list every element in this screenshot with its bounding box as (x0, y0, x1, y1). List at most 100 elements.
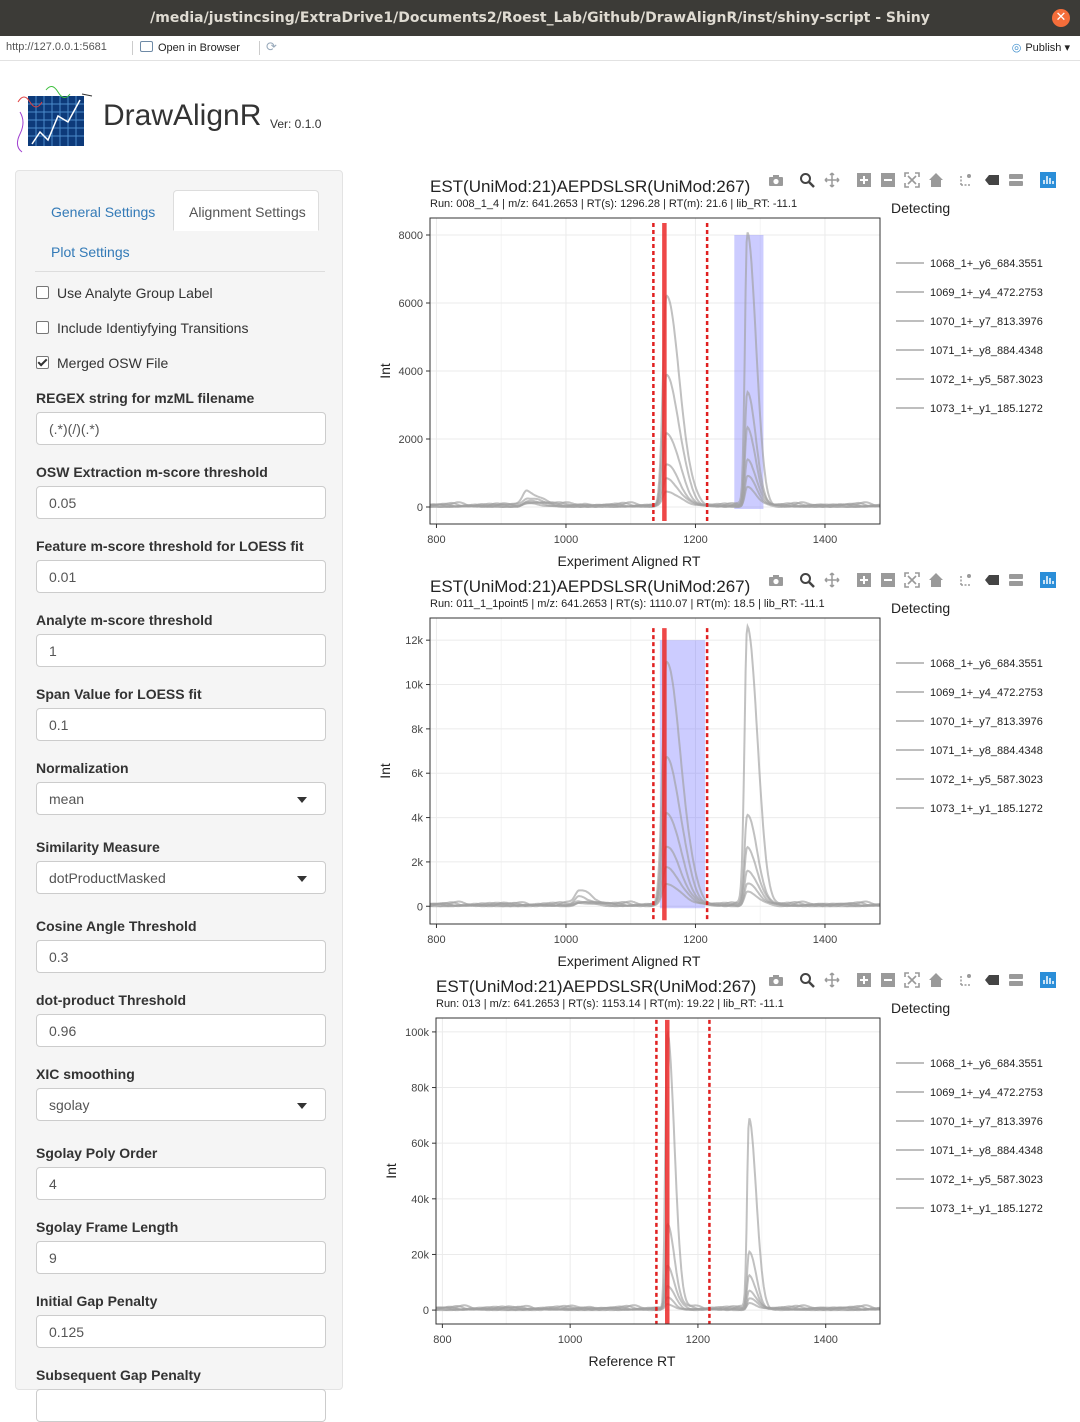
refresh-icon[interactable]: ⟳ (266, 39, 277, 54)
tab-general-settings[interactable]: General Settings (51, 204, 156, 220)
autoscale-icon[interactable] (904, 972, 920, 988)
zoom-in-icon[interactable] (856, 172, 872, 188)
legend-swatch (896, 378, 924, 380)
hover-compare-icon[interactable] (1008, 172, 1024, 188)
zoom-icon[interactable] (799, 572, 815, 588)
checkbox-option[interactable]: Merged OSW File (36, 355, 168, 371)
x-tick-label: 1200 (683, 934, 707, 946)
legend-item[interactable]: 1070_1+_y7_813.3976 (896, 316, 1043, 328)
text-input[interactable] (36, 1389, 326, 1422)
y-tick-label: 20k (411, 1249, 429, 1261)
checkbox-box[interactable] (36, 321, 49, 334)
text-input[interactable]: (.*)(/)(.*) (36, 412, 326, 445)
zoom-icon[interactable] (799, 172, 815, 188)
plot-area[interactable]: 800 1000 1200 1400 0 2000 4000 6000 8000 Experime… (378, 170, 890, 570)
camera-icon[interactable] (768, 972, 784, 988)
field-value: dotProductMasked (49, 870, 166, 886)
text-input[interactable]: 0.05 (36, 486, 326, 519)
reset-axes-icon[interactable] (928, 172, 944, 188)
field-label: Similarity Measure (36, 839, 160, 855)
legend-label: 1072_1+_y5_587.3023 (930, 374, 1043, 386)
legend-swatch (896, 778, 924, 780)
chromatogram-chart[interactable]: EST(UniMod:21)AEPDSLSR(UniMod:267) Run: 0… (378, 970, 1078, 1370)
zoom-icon[interactable] (799, 972, 815, 988)
select-field[interactable]: mean (36, 782, 326, 815)
legend-item[interactable]: 1069_1+_y4_472.2753 (896, 287, 1043, 299)
legend-item[interactable]: 1072_1+_y5_587.3023 (896, 1174, 1043, 1186)
text-input[interactable]: 0.125 (36, 1315, 326, 1348)
hover-compare-icon[interactable] (1008, 572, 1024, 588)
checkbox-option[interactable]: Include Identiyfying Transitions (36, 320, 248, 336)
chromatogram-chart[interactable]: EST(UniMod:21)AEPDSLSR(UniMod:267) Run: 0… (378, 570, 1078, 970)
hover-compare-icon[interactable] (1008, 972, 1024, 988)
zoom-out-icon[interactable] (880, 172, 896, 188)
pan-icon[interactable] (824, 572, 840, 588)
zoom-in-icon[interactable] (856, 972, 872, 988)
checkbox-box[interactable] (36, 356, 49, 369)
checkbox-option[interactable]: Use Analyte Group Label (36, 285, 213, 301)
hover-closest-icon[interactable] (984, 972, 1000, 988)
legend-item[interactable]: 1068_1+_y6_684.3551 (896, 658, 1043, 670)
autoscale-icon[interactable] (904, 172, 920, 188)
tab-alignment-settings[interactable]: Alignment Settings (173, 190, 319, 231)
legend-item[interactable]: 1073_1+_y1_185.1272 (896, 803, 1043, 815)
hover-closest-icon[interactable] (984, 172, 1000, 188)
open-in-browser-button[interactable]: Open in Browser (140, 41, 240, 54)
publish-button[interactable]: ◎ Publish ▾ (1011, 42, 1070, 54)
zoom-out-icon[interactable] (880, 972, 896, 988)
legend-item[interactable]: 1068_1+_y6_684.3551 (896, 258, 1043, 270)
close-icon[interactable]: ✕ (1052, 9, 1070, 27)
dropdown-caret-icon (297, 876, 307, 882)
hover-closest-icon[interactable] (984, 572, 1000, 588)
legend-item[interactable]: 1070_1+_y7_813.3976 (896, 1116, 1043, 1128)
xic-trace[interactable] (429, 485, 880, 508)
legend-item[interactable]: 1068_1+_y6_684.3551 (896, 1058, 1043, 1070)
legend-label: 1068_1+_y6_684.3551 (930, 1058, 1043, 1070)
text-input[interactable]: 0.1 (36, 708, 326, 741)
text-input[interactable]: 1 (36, 634, 326, 667)
pan-icon[interactable] (824, 972, 840, 988)
select-field[interactable]: dotProductMasked (36, 861, 326, 894)
plot-area[interactable]: 800 1000 1200 1400 0 20k 40k 60k 80k 100k Referenc… (378, 970, 890, 1370)
camera-icon[interactable] (768, 572, 784, 588)
legend-item[interactable]: 1071_1+_y8_884.4348 (896, 1145, 1043, 1157)
text-input[interactable]: 4 (36, 1167, 326, 1200)
legend-item[interactable]: 1073_1+_y1_185.1272 (896, 1203, 1043, 1215)
xic-trace[interactable] (435, 1301, 880, 1312)
text-input[interactable]: 0.01 (36, 560, 326, 593)
legend-item[interactable]: 1071_1+_y8_884.4348 (896, 345, 1043, 357)
plotly-logo-icon[interactable] (1040, 172, 1056, 188)
legend-item[interactable]: 1069_1+_y4_472.2753 (896, 687, 1043, 699)
chromatogram-chart[interactable]: EST(UniMod:21)AEPDSLSR(UniMod:267) Run: 0… (378, 170, 1078, 570)
tab-plot-settings[interactable]: Plot Settings (51, 244, 130, 260)
xic-trace[interactable] (429, 882, 880, 908)
checkbox-box[interactable] (36, 286, 49, 299)
legend-label: 1069_1+_y4_472.2753 (930, 287, 1043, 299)
spike-lines-icon[interactable] (958, 572, 974, 588)
legend-swatch (896, 720, 924, 722)
legend-item[interactable]: 1072_1+_y5_587.3023 (896, 374, 1043, 386)
text-input[interactable]: 9 (36, 1241, 326, 1274)
legend-item[interactable]: 1069_1+_y4_472.2753 (896, 1087, 1043, 1099)
plot-area[interactable]: 800 1000 1200 1400 0 2k 4k 6k 8k 10k 12k Experiment… (378, 570, 890, 970)
legend-item[interactable]: 1072_1+_y5_587.3023 (896, 774, 1043, 786)
legend-item[interactable]: 1071_1+_y8_884.4348 (896, 745, 1043, 757)
text-input[interactable]: 0.3 (36, 940, 326, 973)
legend-item[interactable]: 1073_1+_y1_185.1272 (896, 403, 1043, 415)
spike-lines-icon[interactable] (958, 172, 974, 188)
camera-icon[interactable] (768, 172, 784, 188)
spike-lines-icon[interactable] (958, 972, 974, 988)
reset-axes-icon[interactable] (928, 572, 944, 588)
autoscale-icon[interactable] (904, 572, 920, 588)
legend-swatch (896, 291, 924, 293)
plotly-logo-icon[interactable] (1040, 972, 1056, 988)
reset-axes-icon[interactable] (928, 972, 944, 988)
text-input[interactable]: 0.96 (36, 1014, 326, 1047)
zoom-in-icon[interactable] (856, 572, 872, 588)
zoom-out-icon[interactable] (880, 572, 896, 588)
legend-label: 1071_1+_y8_884.4348 (930, 345, 1043, 357)
plotly-logo-icon[interactable] (1040, 572, 1056, 588)
pan-icon[interactable] (824, 172, 840, 188)
select-field[interactable]: sgolay (36, 1088, 326, 1121)
legend-item[interactable]: 1070_1+_y7_813.3976 (896, 716, 1043, 728)
